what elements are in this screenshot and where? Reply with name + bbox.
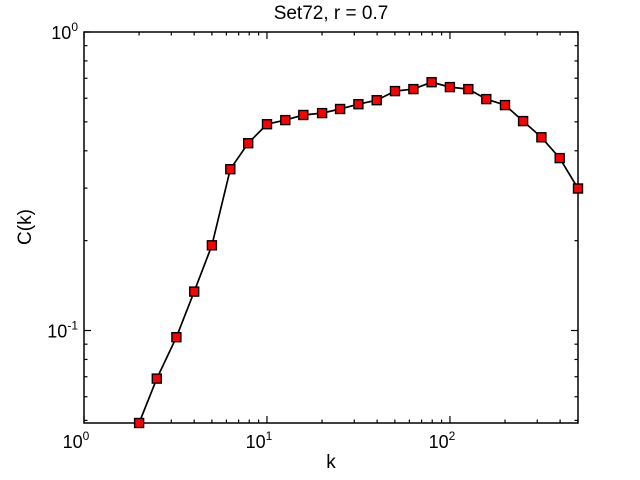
tick-label: 100 [63,429,90,452]
data-point-marker [171,332,182,343]
data-point-marker [353,98,364,110]
data-point-marker [536,132,547,143]
tick-label: 101 [246,429,273,452]
tick-label: 102 [429,429,456,452]
data-point-marker [554,152,565,164]
data-point-marker [298,109,309,121]
data-point-marker [463,83,474,95]
data-point-marker [280,114,291,126]
data-point-marker [481,93,492,105]
data-point-marker [572,183,584,194]
data-point-marker [225,163,236,175]
chart-title: Set72, r = 0.7 [273,3,389,24]
data-point-marker [188,286,200,297]
data-point-marker [499,99,511,111]
data-point-marker [389,85,401,97]
data-point-marker [242,137,254,149]
tick-label: 100 [51,20,78,43]
axis-ticks [83,31,579,423]
x-axis-label: k [326,452,336,473]
x-tick-labels: 100 101 102 [63,429,456,452]
data-point-marker [151,373,163,384]
data-point-marker [261,118,273,130]
data-series-line [138,81,579,424]
data-series-markers [133,76,584,429]
data-point-marker [206,240,218,251]
data-point-marker [444,81,456,93]
axes-box [83,31,579,424]
data-point-marker [408,83,419,95]
y-tick-labels: 100 10-1 [47,20,78,342]
data-point-marker [426,76,437,88]
data-point-marker [371,94,382,106]
data-point-marker [517,115,529,127]
tick-label: 10-1 [47,319,78,342]
data-point-marker [316,107,328,119]
data-point-marker [133,417,145,429]
data-point-marker [334,103,346,115]
